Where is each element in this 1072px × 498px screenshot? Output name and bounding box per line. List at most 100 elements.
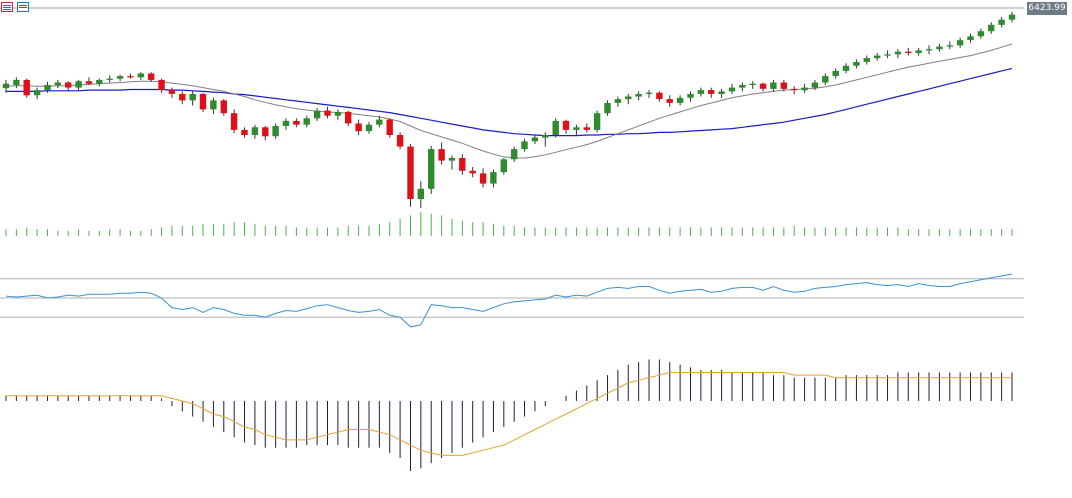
candle	[293, 118, 300, 128]
candle	[23, 78, 30, 98]
candle	[718, 88, 725, 98]
candle-body	[262, 127, 269, 137]
candle-body	[376, 119, 383, 125]
candle-body	[645, 92, 653, 94]
candle-body	[13, 79, 20, 85]
candle	[946, 41, 953, 50]
candle	[168, 87, 176, 98]
candle	[832, 68, 839, 79]
candle	[915, 47, 922, 56]
chart-settings-icon[interactable]	[17, 2, 29, 12]
chart-toolbar	[1, 2, 29, 14]
candle-body	[324, 110, 331, 116]
candle-body	[85, 81, 93, 84]
candle	[13, 77, 20, 89]
candle	[272, 123, 279, 139]
candle	[604, 100, 611, 116]
candle-body	[137, 73, 144, 78]
candle-body	[614, 99, 622, 103]
candle	[158, 78, 165, 93]
candle-body	[490, 172, 497, 184]
candle-body	[479, 173, 487, 184]
candle-body	[853, 62, 860, 66]
candle	[822, 73, 829, 86]
candle-body	[417, 188, 424, 199]
candle-body	[282, 120, 290, 126]
candle	[199, 92, 207, 112]
candle-body	[65, 82, 72, 88]
candle-body	[272, 126, 279, 137]
candle-body	[542, 135, 549, 138]
candle	[355, 119, 362, 135]
candle-body	[863, 58, 870, 62]
candle	[324, 106, 331, 119]
candle	[708, 87, 715, 98]
candle	[521, 138, 528, 152]
candle	[96, 78, 103, 87]
candle	[407, 143, 414, 207]
candle-body	[728, 87, 736, 92]
candle	[874, 52, 881, 61]
candle-body	[583, 127, 590, 130]
candle-body	[791, 88, 798, 91]
candle-body	[956, 40, 964, 46]
current-price-label: 6423.99	[1027, 2, 1067, 15]
candle-body	[708, 90, 715, 94]
candle-body	[842, 65, 850, 71]
candle-body	[251, 127, 259, 135]
ma-fast-line	[5, 43, 1013, 159]
candle	[189, 91, 196, 106]
candle	[116, 74, 124, 82]
candle-body	[448, 158, 456, 161]
candle	[625, 93, 632, 105]
candle	[552, 118, 559, 138]
candle	[936, 44, 943, 52]
candle-body	[407, 146, 414, 199]
candle-body	[1008, 14, 1016, 20]
candle-body	[946, 45, 953, 47]
rsi-line	[5, 273, 1013, 328]
candle	[54, 79, 61, 89]
candle-body	[386, 119, 393, 135]
candle-body	[552, 120, 559, 135]
candle	[645, 90, 653, 98]
macd-panel	[5, 359, 1013, 471]
candle-body	[811, 82, 819, 88]
candle	[780, 79, 787, 92]
candle-body	[438, 149, 445, 161]
candle	[988, 22, 995, 34]
candle-body	[2, 83, 10, 89]
candle	[438, 142, 445, 165]
candle-body	[531, 137, 539, 142]
candle	[511, 146, 518, 162]
candle	[448, 155, 456, 170]
candle-body	[656, 92, 663, 100]
candle-body	[148, 73, 155, 80]
candle-body	[293, 120, 300, 125]
candle	[863, 55, 870, 65]
candle-body	[573, 127, 580, 130]
candle-body	[106, 78, 113, 80]
candle	[656, 91, 663, 102]
candle-body	[75, 81, 82, 88]
candle-body	[759, 83, 767, 89]
candle	[583, 123, 590, 133]
candle-body	[365, 124, 373, 132]
candle	[998, 17, 1005, 28]
candle	[334, 109, 342, 120]
candle-body	[220, 100, 227, 114]
candle-body	[44, 85, 51, 91]
candle	[479, 168, 487, 188]
candle-body	[998, 19, 1005, 25]
candle-body	[749, 83, 756, 85]
candle-body	[905, 51, 912, 53]
candle-body	[822, 76, 829, 83]
candle	[614, 96, 622, 107]
chart-list-icon[interactable]	[1, 2, 13, 12]
candle-body	[925, 49, 933, 51]
candle	[282, 118, 290, 130]
candle	[542, 132, 549, 147]
candle	[687, 91, 694, 102]
